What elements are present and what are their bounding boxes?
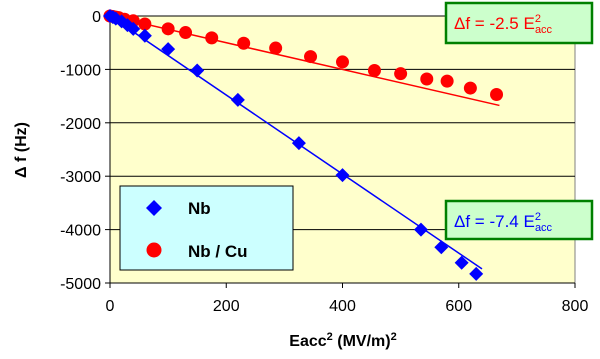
- x-tick-label: 400: [329, 298, 356, 315]
- data-point-nb: [161, 42, 176, 57]
- annotation-label: Δf = -7.4 E2 acc: [454, 211, 553, 234]
- y-tick-label: -1000: [60, 62, 101, 79]
- legend-marker-nb-cu: [146, 242, 162, 258]
- legend-marker-nb: [146, 200, 162, 216]
- data-point-nb-cu: [463, 81, 477, 95]
- data-point-nb-cu: [420, 72, 434, 86]
- annotation-box: [444, 1, 594, 45]
- data-point-nb-cu: [205, 31, 219, 45]
- axes: 0 -1000 -2000 -3000 -4000 -5000 0 200 400 600 800: [60, 9, 588, 315]
- legend: Nb Nb / Cu: [119, 185, 294, 271]
- x-tick-label: 0: [106, 298, 115, 315]
- data-point-nb-cu: [269, 41, 283, 55]
- y-tick-label: -3000: [60, 169, 101, 186]
- legend-label: Nb / Cu: [188, 242, 248, 261]
- data-point-nb-cu: [161, 22, 175, 36]
- data-point-nb: [469, 266, 484, 281]
- annotation-label: Δf = -2.5 E2 acc: [454, 13, 553, 36]
- x-axis-title: Eacc2 (MV/m)2: [289, 331, 396, 350]
- y-tick-label: -2000: [60, 116, 101, 133]
- y-tick-label: 0: [92, 9, 101, 26]
- legend-box: [119, 185, 294, 271]
- data-point-nb: [190, 63, 205, 78]
- y-tick-label: -5000: [60, 276, 101, 293]
- data-point-nb-cu: [394, 67, 408, 81]
- data-point-nb-cu: [237, 36, 251, 50]
- legend-label: Nb: [188, 199, 211, 218]
- data-point-nb: [434, 240, 449, 255]
- data-point-nb-cu: [304, 50, 318, 64]
- data-point-nb-cu: [440, 74, 454, 88]
- data-point-nb-cu: [138, 17, 152, 31]
- y-tick-label: -4000: [60, 223, 101, 240]
- data-point-nb: [126, 21, 141, 36]
- data-point-nb-cu: [367, 63, 381, 77]
- data-point-nb-cu: [490, 87, 504, 101]
- data-point-nb: [413, 222, 428, 237]
- fit-annotations: Δf = -2.5 E2 acc Δf = -7.4 E2 acc: [444, 1, 594, 241]
- data-point-nb: [137, 28, 152, 43]
- data-point-nb-cu: [336, 55, 349, 69]
- data-point-nb-cu: [179, 26, 193, 40]
- data-point-nb: [454, 255, 469, 270]
- x-tick-label: 200: [213, 298, 240, 315]
- data-point-nb: [291, 136, 306, 151]
- data-point-nb: [335, 168, 350, 183]
- annotation-box: [444, 199, 594, 241]
- data-marks: [103, 9, 504, 281]
- data-point-nb: [230, 92, 245, 107]
- x-tick-label: 600: [445, 298, 472, 315]
- fit-line-circle: [109, 15, 500, 107]
- y-axis-title: Δ f (Hz): [13, 122, 30, 178]
- x-tick-label: 800: [562, 298, 589, 315]
